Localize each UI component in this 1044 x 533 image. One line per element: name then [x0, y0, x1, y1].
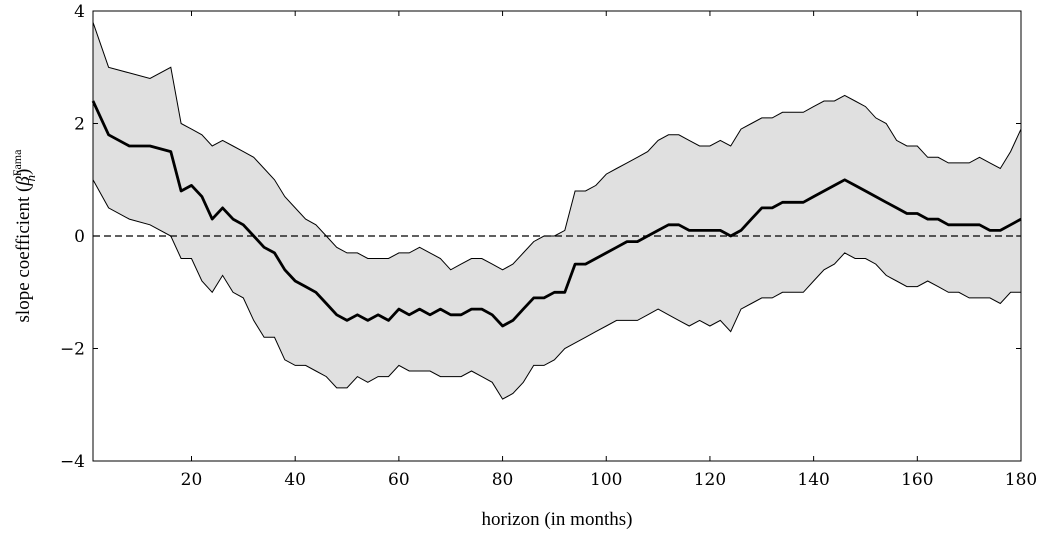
x-tick-label: 160 — [901, 470, 933, 490]
y-tick-label: 2 — [74, 115, 85, 135]
x-tick-label: 140 — [797, 470, 829, 490]
y-axis-title: slope coefficient (βFamah) — [10, 149, 38, 323]
estimate-line — [91, 100, 1022, 328]
y-axis-title-close: ) — [13, 169, 34, 175]
y-tick-label: −4 — [60, 452, 85, 472]
y-axis-title-main: slope coefficient ( — [13, 186, 34, 323]
x-tick-label: 40 — [284, 470, 306, 490]
confidence-band — [93, 22, 1021, 400]
y-tick-label: 0 — [74, 227, 85, 247]
y-axis-title-subscript: h — [23, 175, 38, 182]
y-axis-title-superscript: Fama — [10, 149, 24, 176]
x-tick-label: 60 — [388, 470, 410, 490]
x-tick-label: 20 — [181, 470, 203, 490]
x-axis-ticks: 20 40 60 80 100 120 140 160 180 — [181, 11, 1037, 490]
y-tick-label: −2 — [60, 340, 85, 360]
x-tick-label: 100 — [590, 470, 622, 490]
upper-bound-line — [92, 22, 1022, 271]
lower-bound-line — [92, 179, 1021, 400]
y-tick-label: 4 — [74, 2, 85, 22]
estimate-line-layer — [91, 100, 1022, 328]
y-axis-ticks: −4 −2 0 2 4 — [60, 2, 1021, 472]
confidence-band-layer — [92, 22, 1022, 400]
y-axis-title-symbol: β — [13, 176, 34, 187]
x-tick-label: 80 — [492, 470, 514, 490]
x-axis-title: horizon (in months) — [482, 509, 633, 530]
x-tick-label: 180 — [1005, 470, 1037, 490]
x-tick-label: 120 — [694, 470, 726, 490]
